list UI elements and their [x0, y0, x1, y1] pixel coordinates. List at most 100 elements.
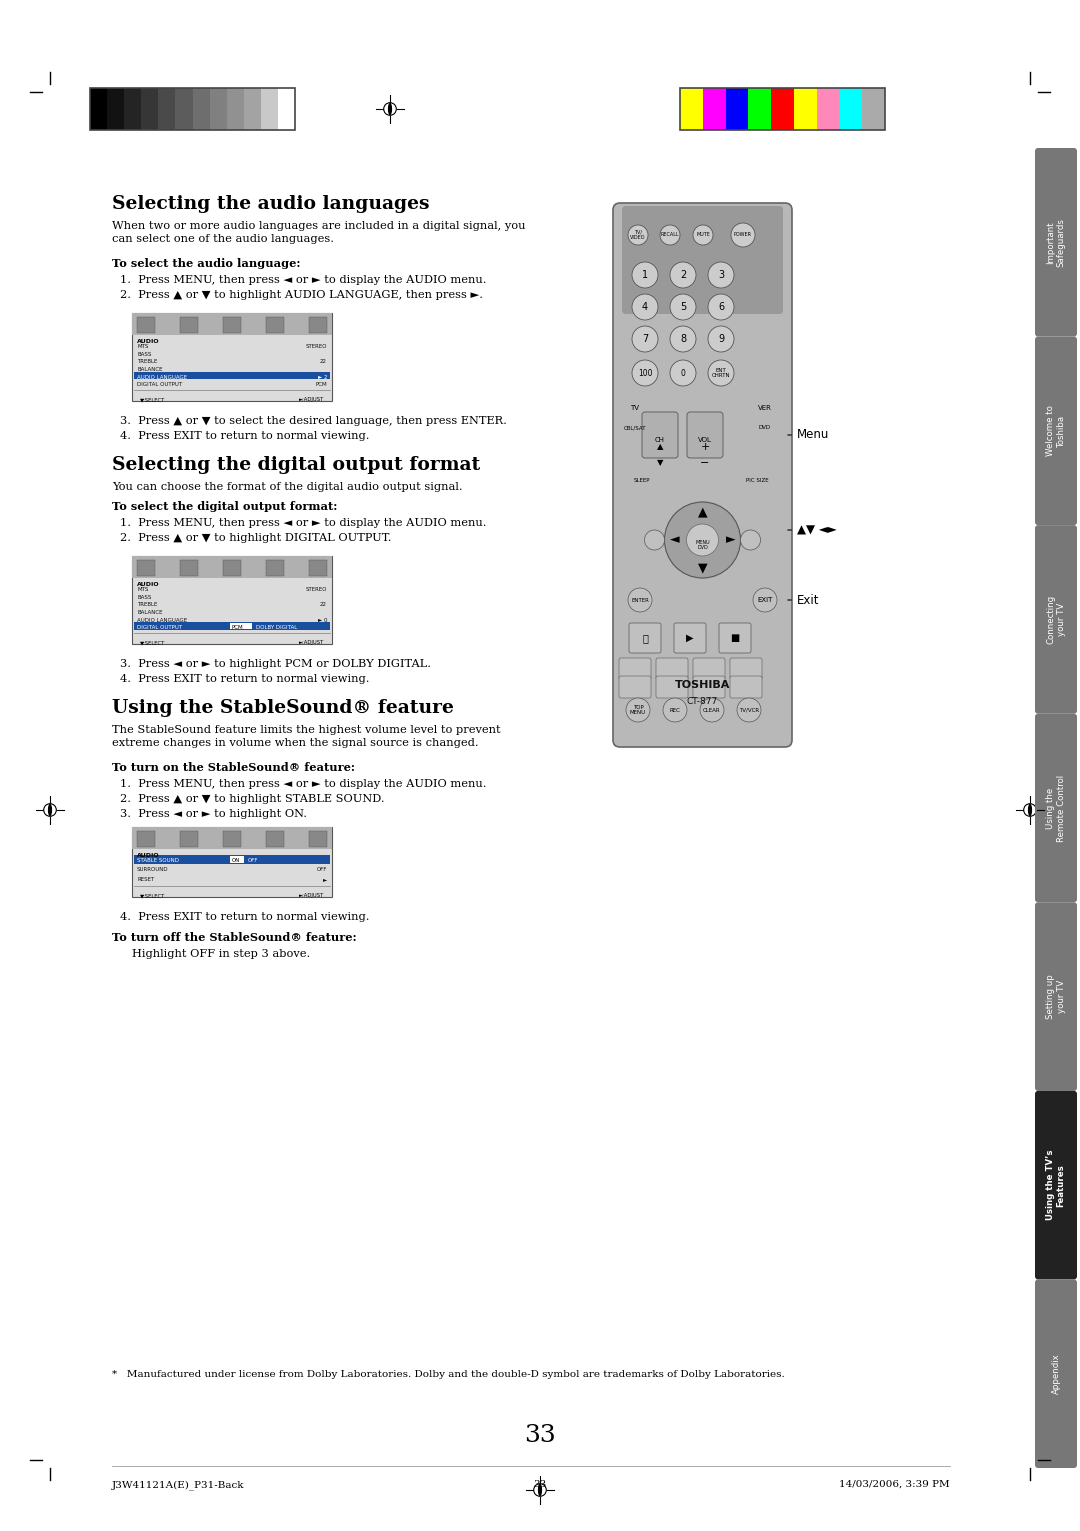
- FancyBboxPatch shape: [1035, 902, 1077, 1092]
- Bar: [132, 827, 332, 897]
- Text: CT-877: CT-877: [687, 698, 718, 706]
- Bar: [278, 87, 295, 130]
- Bar: [210, 87, 227, 130]
- Text: BALANCE: BALANCE: [137, 609, 162, 615]
- Text: 9: 9: [718, 334, 724, 344]
- Text: To select the digital output format:: To select the digital output format:: [112, 501, 337, 511]
- Circle shape: [632, 360, 658, 386]
- Bar: [748, 87, 771, 130]
- Ellipse shape: [1028, 804, 1032, 816]
- Bar: [266, 831, 284, 847]
- Text: Selecting the audio languages: Selecting the audio languages: [112, 194, 430, 213]
- FancyBboxPatch shape: [619, 677, 651, 698]
- Text: OFF: OFF: [248, 857, 258, 863]
- FancyBboxPatch shape: [693, 677, 725, 698]
- Text: PCM: PCM: [315, 383, 327, 387]
- Text: AUDIO: AUDIO: [137, 338, 160, 344]
- Bar: [222, 560, 241, 576]
- FancyBboxPatch shape: [656, 677, 688, 698]
- Text: −: −: [700, 458, 710, 468]
- Text: ▲▼ ◄►: ▲▼ ◄►: [787, 524, 837, 536]
- Bar: [180, 831, 198, 847]
- Circle shape: [700, 698, 724, 723]
- Bar: [180, 560, 198, 576]
- Text: DIGITAL OUTPUT: DIGITAL OUTPUT: [137, 383, 183, 387]
- Circle shape: [741, 530, 760, 550]
- Text: 3.  Press ◄ or ► to highlight ON.: 3. Press ◄ or ► to highlight ON.: [120, 808, 307, 819]
- FancyBboxPatch shape: [674, 623, 706, 654]
- Bar: [132, 827, 332, 850]
- Text: ⏸: ⏸: [643, 632, 648, 643]
- Text: 2.  Press ▲ or ▼ to highlight STABLE SOUND.: 2. Press ▲ or ▼ to highlight STABLE SOUN…: [120, 795, 384, 804]
- Text: OFF: OFF: [316, 868, 327, 873]
- FancyBboxPatch shape: [1035, 149, 1077, 337]
- FancyBboxPatch shape: [687, 412, 723, 458]
- Text: Menu: Menu: [787, 429, 829, 441]
- FancyBboxPatch shape: [1035, 713, 1077, 902]
- Text: The StableSound feature limits the highest volume level to prevent
extreme chang: The StableSound feature limits the highe…: [112, 726, 501, 749]
- Bar: [703, 87, 726, 130]
- Text: MENU
DVD: MENU DVD: [696, 539, 710, 551]
- Text: TV/
VIDEO: TV/ VIDEO: [631, 230, 646, 240]
- FancyBboxPatch shape: [642, 412, 678, 458]
- Text: ▼:SELECT: ▼:SELECT: [140, 640, 165, 645]
- Text: RECALL: RECALL: [661, 233, 679, 237]
- Text: 14/03/2006, 3:39 PM: 14/03/2006, 3:39 PM: [839, 1480, 950, 1490]
- Text: ► 0: ► 0: [318, 617, 327, 623]
- Bar: [134, 372, 330, 380]
- Text: ENTER: ENTER: [631, 597, 649, 603]
- Text: When two or more audio languages are included in a digital signal, you
can selec: When two or more audio languages are inc…: [112, 220, 526, 245]
- FancyBboxPatch shape: [693, 658, 725, 680]
- FancyBboxPatch shape: [1035, 337, 1077, 525]
- Circle shape: [632, 294, 658, 320]
- Text: DVD: DVD: [759, 426, 771, 430]
- Text: Exit: Exit: [787, 594, 820, 606]
- Text: STABLE SOUND: STABLE SOUND: [137, 857, 179, 863]
- Bar: [107, 87, 124, 130]
- Text: ►:ADJUST: ►:ADJUST: [299, 640, 324, 645]
- Circle shape: [670, 360, 696, 386]
- Text: 100: 100: [638, 369, 652, 378]
- Text: RESET: RESET: [137, 877, 154, 882]
- Text: ►: ►: [323, 877, 327, 882]
- Text: Appendix: Appendix: [1052, 1353, 1061, 1395]
- FancyBboxPatch shape: [1035, 1280, 1077, 1468]
- FancyBboxPatch shape: [619, 658, 651, 680]
- Circle shape: [693, 225, 713, 245]
- Bar: [816, 87, 839, 130]
- Bar: [680, 87, 703, 130]
- Text: SLEEP: SLEEP: [634, 478, 650, 482]
- Text: MTS: MTS: [137, 586, 148, 592]
- Circle shape: [670, 294, 696, 320]
- Text: Connecting
your TV: Connecting your TV: [1047, 596, 1066, 645]
- Text: Setting up
your TV: Setting up your TV: [1047, 974, 1066, 1020]
- FancyBboxPatch shape: [730, 677, 762, 698]
- Bar: [266, 560, 284, 576]
- Text: Welcome to
Toshiba: Welcome to Toshiba: [1047, 406, 1066, 456]
- Circle shape: [737, 698, 761, 723]
- Text: 3: 3: [718, 269, 724, 280]
- Text: To turn on the StableSound® feature:: To turn on the StableSound® feature:: [112, 762, 355, 773]
- Circle shape: [687, 524, 718, 556]
- Bar: [132, 312, 332, 335]
- Circle shape: [753, 588, 777, 612]
- Text: ▲: ▲: [698, 505, 707, 519]
- FancyBboxPatch shape: [656, 658, 688, 680]
- Text: To turn off the StableSound® feature:: To turn off the StableSound® feature:: [112, 932, 356, 943]
- Text: Highlight OFF in step 3 above.: Highlight OFF in step 3 above.: [132, 949, 310, 958]
- Bar: [266, 317, 284, 334]
- Text: ▲: ▲: [657, 442, 663, 452]
- Ellipse shape: [48, 804, 52, 816]
- Ellipse shape: [388, 103, 392, 115]
- Bar: [134, 622, 330, 629]
- Bar: [175, 87, 192, 130]
- Text: REC: REC: [670, 707, 680, 712]
- Text: TREBLE: TREBLE: [137, 602, 158, 608]
- Text: Using the
Remote Control: Using the Remote Control: [1047, 775, 1066, 842]
- Text: MTS: MTS: [137, 344, 148, 349]
- Text: J3W41121A(E)_P31-Back: J3W41121A(E)_P31-Back: [112, 1480, 244, 1490]
- Text: DIGITAL OUTPUT: DIGITAL OUTPUT: [137, 625, 183, 631]
- Text: ►:ADJUST: ►:ADJUST: [299, 397, 324, 403]
- Text: 33: 33: [534, 1480, 546, 1490]
- Circle shape: [645, 530, 664, 550]
